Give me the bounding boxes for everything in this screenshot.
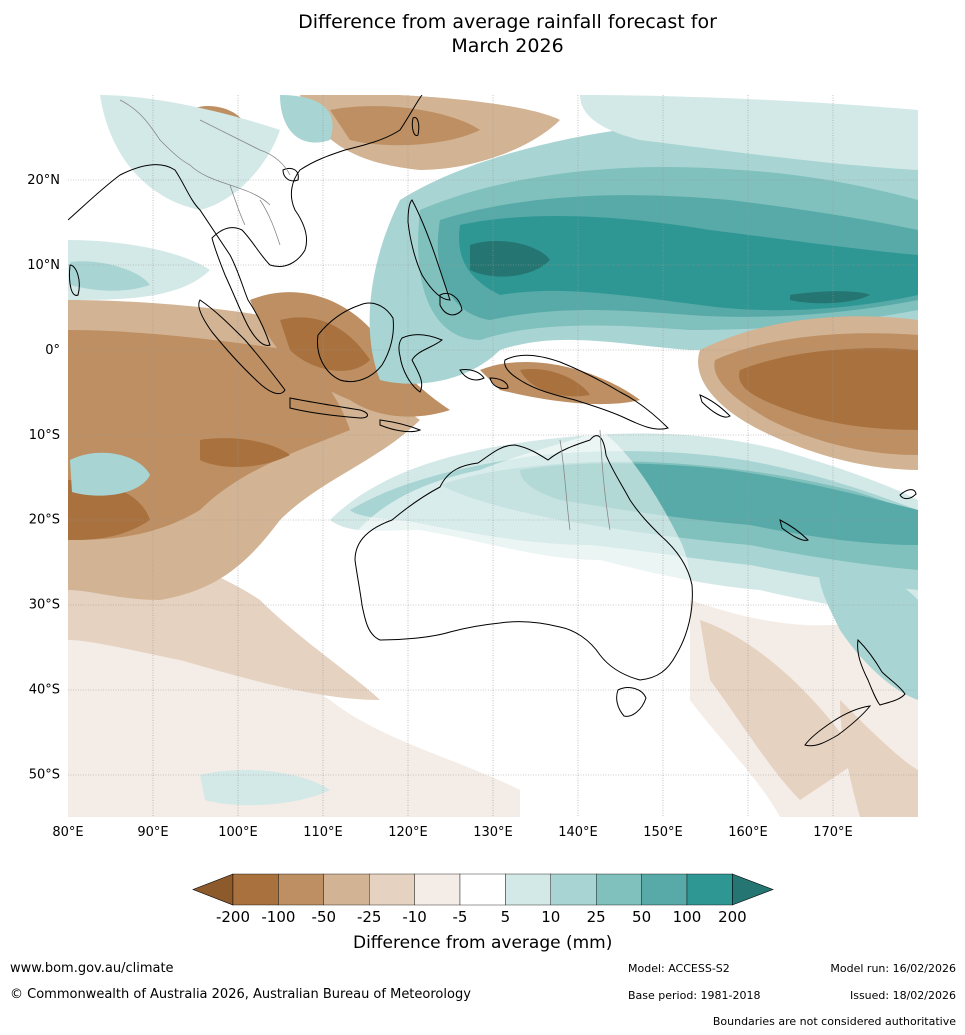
footer-url[interactable]: www.bom.gov.au/climate (10, 961, 174, 976)
longitude-label: 140°E (558, 825, 598, 840)
graticule (68, 95, 918, 817)
latitude-label: 10°S (29, 428, 60, 443)
colorbar: -200 -100 -50 -25 -10 -5 5 10 25 50 100 200 Differen… (192, 873, 774, 953)
colorbar-segment (686, 873, 733, 906)
philippines-coastline (407, 199, 451, 301)
longitude-label: 170°E (813, 825, 853, 840)
colorbar-segment (323, 873, 370, 906)
new-guinea-coastline (504, 354, 669, 430)
colorbar-segment (459, 873, 506, 906)
colorbar-tick-label: -50 (312, 908, 337, 926)
latitude-label: 40°S (29, 683, 60, 698)
colorbar-tick-label: -10 (402, 908, 427, 926)
latitude-label: 10°N (27, 258, 60, 273)
colorbar-tick-label: 5 (501, 908, 511, 926)
longitude-label: 160°E (728, 825, 768, 840)
borneo-coastline (316, 302, 394, 383)
chart-title: Difference from average rainfall forecas… (0, 10, 965, 58)
colorbar-segment (505, 873, 551, 906)
colorbar-segment (414, 873, 461, 906)
sulawesi-coastline (398, 334, 443, 393)
rainfall-anomaly-field (68, 95, 918, 817)
longitude-label: 120°E (388, 825, 428, 840)
footer-model-run: Model run: 16/02/2026 (830, 962, 956, 975)
colorbar-tick-label: 25 (587, 908, 606, 926)
footer-base-period: Base period: 1981-2018 (628, 989, 761, 1002)
footer-copyright: © Commonwealth of Australia 2026, Austra… (10, 987, 471, 1002)
latitude-label: 50°S (29, 768, 60, 783)
latitude-label: 20°S (29, 513, 60, 528)
sumatra-coastline (198, 299, 286, 395)
latitude-labels: 20°N 10°N 0° 10°S 20°S 30°S 40°S 50°S (27, 173, 60, 783)
colorbar-tick-label: -25 (357, 908, 382, 926)
latitude-label: 30°S (29, 598, 60, 613)
longitude-label: 130°E (473, 825, 513, 840)
colorbar-tick-label: 10 (541, 908, 560, 926)
footer-issued: Issued: 18/02/2026 (849, 989, 956, 1002)
colorbar-tick-label: 200 (718, 908, 747, 926)
longitude-label: 110°E (303, 825, 343, 840)
colorbar-title: Difference from average (mm) (353, 933, 612, 953)
colorbar-segment (596, 873, 642, 906)
coastlines (68, 95, 917, 747)
footer-model: Model: ACCESS-S2 (628, 962, 730, 975)
longitude-labels: 80°E 90°E 100°E 110°E 120°E 130°E 140°E 150°E 16… (52, 825, 852, 840)
colorbar-under-arrow (192, 873, 234, 906)
latitude-label: 20°N (27, 173, 60, 188)
colorbar-tick-label: -100 (261, 908, 295, 926)
longitude-label: 150°E (643, 825, 683, 840)
colorbar-tick-label: -200 (216, 908, 250, 926)
colorbar-segment (232, 873, 279, 906)
longitude-label: 100°E (218, 825, 258, 840)
colorbar-segment (278, 873, 324, 906)
colorbar-segment (369, 873, 415, 906)
longitude-label: 80°E (52, 825, 83, 840)
latitude-label: 0° (45, 343, 60, 358)
colorbar-tick-label: 50 (632, 908, 651, 926)
java-coastline (289, 397, 368, 419)
colorbar-over-arrow (732, 873, 774, 906)
colorbar-segment (550, 873, 597, 906)
colorbar-segment (641, 873, 688, 906)
title-line-1: Difference from average rainfall forecas… (298, 11, 717, 33)
asia-coastline (68, 95, 423, 346)
tasmania-coastline (616, 687, 647, 717)
colorbar-tick-label: 100 (673, 908, 702, 926)
political-boundaries (119, 99, 611, 531)
australia-coastline (354, 435, 693, 681)
title-line-2: March 2026 (451, 35, 564, 57)
footer-disclaimer: Boundaries are not considered authoritat… (712, 1015, 956, 1028)
longitude-label: 90°E (137, 825, 168, 840)
colorbar-tick-label: -5 (453, 908, 468, 926)
new-zealand-coastline (857, 638, 906, 706)
